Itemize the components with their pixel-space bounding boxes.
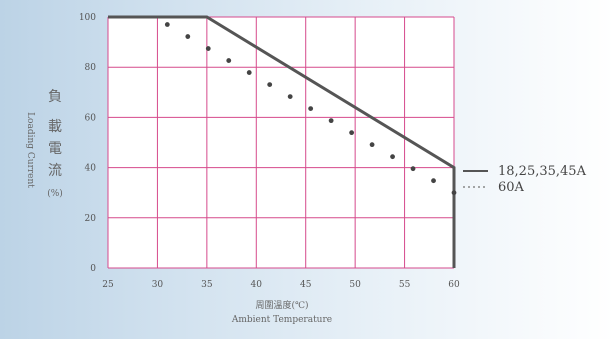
x-axis-label-en: Ambient Temperature xyxy=(231,315,332,325)
x-tick-labels: 25 30 35 40 45 50 55 60 xyxy=(102,280,460,290)
y-tick-label-20: 20 xyxy=(85,214,97,224)
y-tick-label-100: 100 xyxy=(79,13,96,23)
x-tick-label-35: 35 xyxy=(201,280,213,290)
legend-label-solid: 18,25,35,45A xyxy=(498,164,587,179)
series-point-dotted xyxy=(267,82,273,87)
series-point-dotted xyxy=(308,106,314,112)
plot-area xyxy=(108,17,454,268)
series-point-dotted xyxy=(164,22,170,27)
series-point-dotted xyxy=(328,118,334,124)
series-point-dotted xyxy=(451,190,457,196)
series-point-dotted xyxy=(205,46,211,51)
series-point-dotted xyxy=(246,70,252,75)
series-point-dotted xyxy=(410,166,416,172)
y-tick-label-80: 80 xyxy=(85,63,97,73)
y-axis-label-en: Loading Current xyxy=(25,112,35,188)
x-tick-label-40: 40 xyxy=(251,280,263,290)
y-axis-label-cn-char: 流 xyxy=(48,163,62,179)
series-point-dotted xyxy=(185,34,191,39)
series-point-dotted xyxy=(226,58,232,63)
x-tick-label-30: 30 xyxy=(152,280,164,290)
x-axis-label-cn: 周圍溫度(℃) xyxy=(255,299,308,311)
legend-label-dotted: 60A xyxy=(498,180,525,195)
x-tick-label-50: 50 xyxy=(349,280,361,290)
series-point-dotted xyxy=(390,154,395,160)
series-group xyxy=(108,15,457,268)
series-point-dotted xyxy=(431,178,436,184)
y-tick-label-0: 0 xyxy=(90,264,96,274)
series-point-dotted xyxy=(369,142,375,148)
series-point-dotted xyxy=(349,130,355,136)
y-axis-label-cn-char: 電 xyxy=(48,141,62,157)
x-tick-label-55: 55 xyxy=(399,280,411,290)
series-line-solid xyxy=(108,15,456,268)
y-axis-label-cn-char: (%) xyxy=(47,188,63,199)
series-point-dotted xyxy=(287,94,293,100)
y-tick-label-60: 60 xyxy=(85,113,97,123)
x-tick-label-25: 25 xyxy=(102,280,114,290)
x-tick-label-60: 60 xyxy=(448,280,460,290)
x-tick-label-45: 45 xyxy=(300,280,312,290)
y-axis-label-cn-char: 負 xyxy=(48,89,62,105)
y-tick-label-40: 40 xyxy=(85,164,97,174)
y-tick-labels: 0 20 40 60 80 100 xyxy=(79,13,96,274)
y-axis-label-cn-char: 載 xyxy=(48,119,62,135)
grid xyxy=(107,16,455,269)
